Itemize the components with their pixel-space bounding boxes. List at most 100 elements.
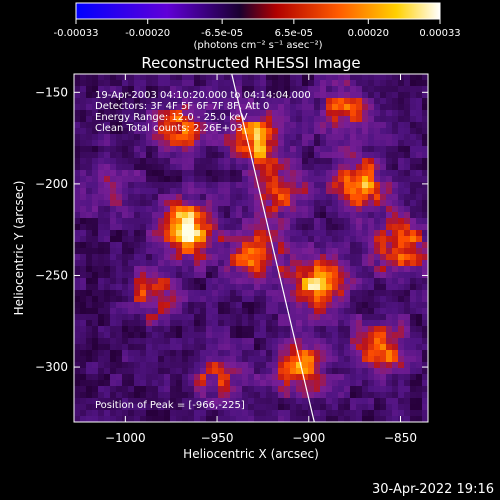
- heatmap-cell: [200, 326, 206, 332]
- heatmap-cell: [302, 176, 308, 182]
- heatmap-cell: [80, 224, 86, 230]
- heatmap-cell: [194, 146, 200, 152]
- heatmap-cell: [74, 404, 80, 410]
- heatmap-cell: [110, 350, 116, 356]
- heatmap-cell: [182, 80, 188, 86]
- heatmap-cell: [146, 380, 152, 386]
- heatmap-cell: [350, 74, 356, 80]
- heatmap-cell: [116, 356, 122, 362]
- heatmap-cell: [170, 128, 176, 134]
- heatmap-cell: [134, 140, 140, 146]
- heatmap-cell: [128, 404, 134, 410]
- heatmap-cell: [350, 236, 356, 242]
- heatmap-cell: [416, 404, 422, 410]
- heatmap-cell: [260, 200, 266, 206]
- heatmap-cell: [308, 254, 314, 260]
- heatmap-cell: [158, 92, 164, 98]
- heatmap-cell: [404, 368, 410, 374]
- heatmap-cell: [332, 224, 338, 230]
- heatmap-cell: [164, 296, 170, 302]
- heatmap-cell: [182, 86, 188, 92]
- heatmap-cell: [194, 332, 200, 338]
- heatmap-cell: [266, 86, 272, 92]
- heatmap-cell: [80, 368, 86, 374]
- heatmap-cell: [302, 272, 308, 278]
- heatmap-cell: [176, 110, 182, 116]
- heatmap-cell: [200, 308, 206, 314]
- heatmap-cell: [326, 350, 332, 356]
- heatmap-cell: [320, 362, 326, 368]
- heatmap-cell: [296, 146, 302, 152]
- heatmap-cell: [266, 254, 272, 260]
- heatmap-cell: [290, 314, 296, 320]
- heatmap-cell: [308, 200, 314, 206]
- heatmap-cell: [296, 362, 302, 368]
- heatmap-cell: [188, 374, 194, 380]
- heatmap-cell: [284, 194, 290, 200]
- heatmap-cell: [128, 74, 134, 80]
- heatmap-cell: [410, 368, 416, 374]
- heatmap-cell: [122, 290, 128, 296]
- heatmap-cell: [134, 158, 140, 164]
- heatmap-cell: [302, 392, 308, 398]
- heatmap-cell: [158, 350, 164, 356]
- heatmap-cell: [230, 404, 236, 410]
- heatmap-cell: [116, 398, 122, 404]
- heatmap-cell: [386, 74, 392, 80]
- heatmap-cell: [248, 398, 254, 404]
- heatmap-cell: [176, 134, 182, 140]
- heatmap-cell: [410, 356, 416, 362]
- heatmap-cell: [416, 350, 422, 356]
- heatmap-cell: [410, 140, 416, 146]
- heatmap-cell: [290, 416, 296, 422]
- heatmap-cell: [182, 188, 188, 194]
- heatmap-cell: [356, 80, 362, 86]
- heatmap-cell: [338, 338, 344, 344]
- heatmap-cell: [362, 362, 368, 368]
- heatmap-cell: [344, 152, 350, 158]
- heatmap-cell: [422, 314, 428, 320]
- heatmap-cell: [272, 86, 278, 92]
- heatmap-cell: [422, 200, 428, 206]
- heatmap-cell: [332, 416, 338, 422]
- heatmap-cell: [380, 182, 386, 188]
- heatmap-cell: [158, 140, 164, 146]
- heatmap-cell: [362, 236, 368, 242]
- heatmap-cell: [314, 350, 320, 356]
- heatmap-cell: [410, 308, 416, 314]
- heatmap-cell: [98, 308, 104, 314]
- heatmap-cell: [182, 350, 188, 356]
- heatmap-cell: [80, 386, 86, 392]
- heatmap-cell: [260, 86, 266, 92]
- heatmap-cell: [362, 128, 368, 134]
- heatmap-cell: [356, 110, 362, 116]
- heatmap-cell: [104, 128, 110, 134]
- heatmap-cell: [338, 404, 344, 410]
- heatmap-cell: [254, 92, 260, 98]
- heatmap-cell: [92, 200, 98, 206]
- heatmap-cell: [200, 218, 206, 224]
- heatmap-cell: [314, 296, 320, 302]
- heatmap-cell: [182, 98, 188, 104]
- heatmap-cell: [98, 344, 104, 350]
- heatmap-cell: [146, 320, 152, 326]
- heatmap-cell: [104, 344, 110, 350]
- heatmap-cell: [254, 86, 260, 92]
- heatmap-cell: [86, 380, 92, 386]
- heatmap-cell: [146, 356, 152, 362]
- heatmap-cell: [248, 86, 254, 92]
- heatmap-cell: [332, 170, 338, 176]
- heatmap-cell: [320, 308, 326, 314]
- heatmap-cell: [140, 206, 146, 212]
- heatmap-cell: [254, 260, 260, 266]
- heatmap-cell: [272, 404, 278, 410]
- heatmap-cell: [230, 200, 236, 206]
- heatmap-cell: [278, 308, 284, 314]
- heatmap-cell: [254, 290, 260, 296]
- heatmap-cell: [128, 398, 134, 404]
- heatmap-cell: [314, 266, 320, 272]
- heatmap-cell: [386, 380, 392, 386]
- heatmap-cell: [92, 164, 98, 170]
- heatmap-cell: [200, 320, 206, 326]
- heatmap-cell: [422, 368, 428, 374]
